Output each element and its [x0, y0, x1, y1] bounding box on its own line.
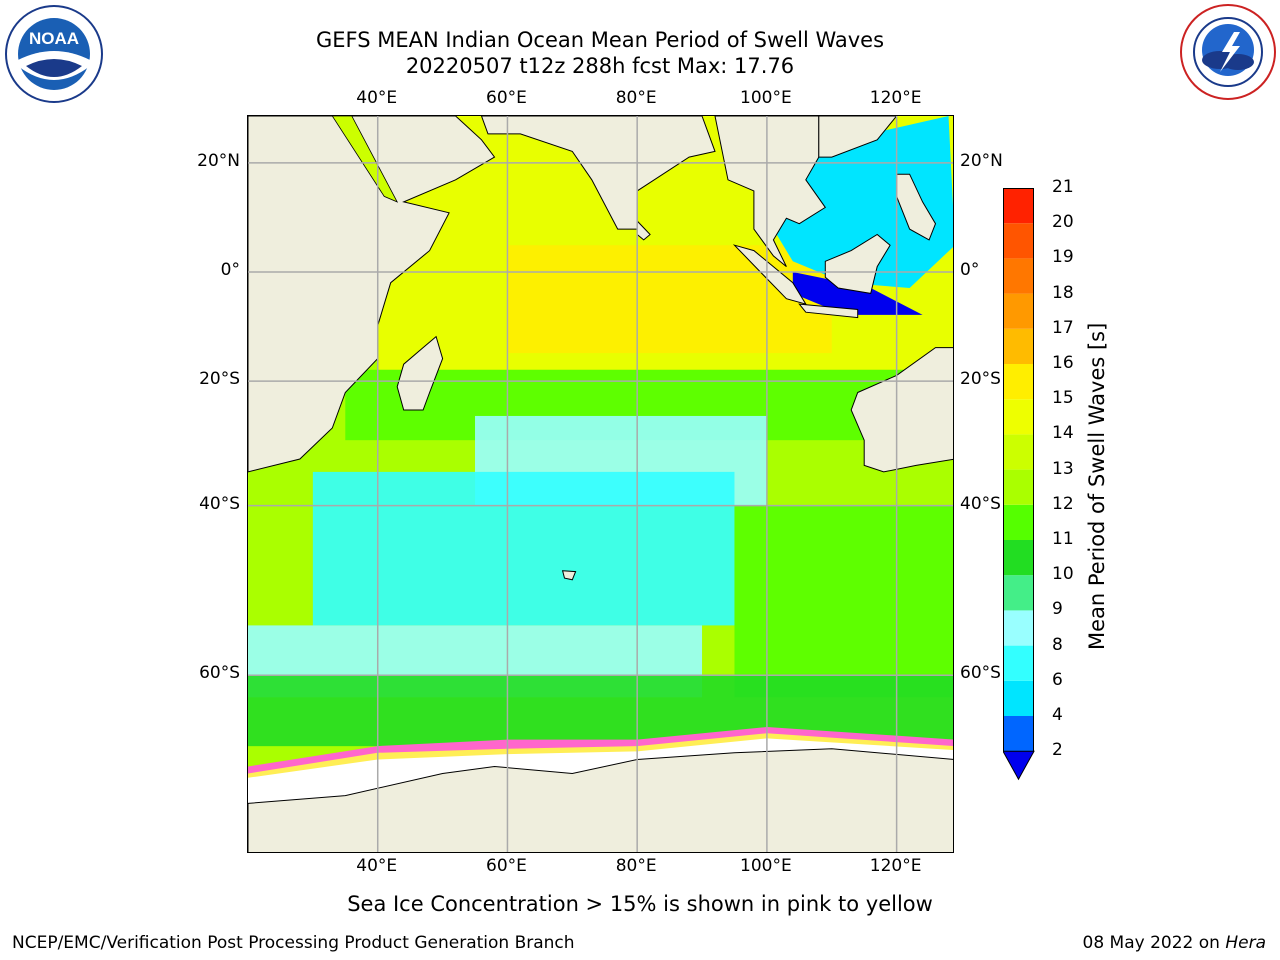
colorbar-level-18: 18 [1052, 282, 1074, 303]
colorbar-segment-2 [1003, 645, 1034, 681]
lon-tick-bottom-0: 40°E [356, 856, 398, 876]
colorbar-level-4: 4 [1052, 705, 1063, 725]
colorbar-level-20: 20 [1052, 212, 1074, 233]
lon-tick-bottom-4: 120°E [869, 856, 922, 876]
kerguelen-island [561, 570, 577, 581]
map-title: GEFS MEAN Indian Ocean Mean Period of Sw… [315, 28, 885, 52]
colorbar-segment-6 [1003, 504, 1034, 540]
footer-credit: NCEP/EMC/Verification Post Processing Pr… [12, 933, 575, 953]
lon-tick-bottom-2: 80°E [615, 856, 657, 876]
swell-band-6 [734, 505, 953, 698]
map-subtitle: 20220507 t12z 288h fcst Max: 17.76 [405, 54, 795, 78]
colorbar-under-arrow [1002, 750, 1035, 781]
colorbar [1002, 188, 1043, 792]
swell-band-4 [312, 471, 735, 626]
noaa-logo-text: NOAA [29, 29, 79, 48]
africa-landmass [248, 116, 496, 473]
colorbar-level-19: 19 [1052, 247, 1074, 268]
colorbar-segment-9 [1003, 399, 1034, 435]
colorbar-segment-15 [1003, 188, 1034, 224]
borneo [824, 233, 891, 294]
lat-tick-left-0: 20°N [197, 150, 240, 171]
colorbar-segment-12 [1003, 293, 1034, 329]
colorbar-segment-14 [1003, 223, 1034, 259]
colorbar-level-14: 14 [1052, 423, 1074, 444]
colorbar-title: Mean Period of Swell Waves [s] [1085, 322, 1109, 650]
lat-tick-left-1: 0° [220, 259, 240, 280]
lat-tick-right-0: 20°N [960, 150, 1003, 171]
colorbar-segment-4 [1003, 575, 1034, 611]
colorbar-level-17: 17 [1052, 317, 1074, 338]
lat-tick-left-3: 40°S [199, 493, 240, 514]
colorbar-segment-10 [1003, 364, 1034, 400]
colorbar-level-10: 10 [1052, 564, 1074, 585]
australia-landmass [850, 347, 953, 473]
colorbar-level-13: 13 [1052, 458, 1074, 479]
colorbar-segment-7 [1003, 469, 1034, 505]
india-landmass [480, 116, 716, 230]
lat-tick-left-4: 60°S [199, 663, 240, 684]
colorbar-level-9: 9 [1052, 599, 1063, 620]
lon-tick-top-0: 40°E [356, 88, 398, 108]
colorbar-segment-8 [1003, 434, 1034, 470]
swell-period-map [248, 116, 953, 852]
footer-date: 08 May 2022 on Hera [1083, 933, 1267, 953]
java [798, 303, 859, 319]
sea-ice-note: Sea Ice Concentration > 15% is shown in … [347, 892, 933, 916]
lat-tick-right-3: 40°S [960, 493, 1001, 514]
colorbar-level-15: 15 [1052, 388, 1074, 409]
china-landmass [818, 116, 898, 158]
colorbar-level-6: 6 [1052, 669, 1063, 690]
java-sea-field [792, 272, 923, 315]
lon-tick-top-2: 80°E [615, 88, 657, 108]
southeast-asia-landmass [714, 116, 827, 267]
colorbar-segment-11 [1003, 328, 1034, 364]
antarctica-landmass [248, 748, 953, 852]
noaa-logo: NOAA [4, 4, 104, 104]
colorbar-level-8: 8 [1052, 634, 1063, 655]
map-panel [247, 115, 954, 853]
lat-tick-right-2: 20°S [960, 369, 1001, 390]
colorbar-level-16: 16 [1052, 353, 1074, 373]
colorbar-segment-5 [1003, 540, 1034, 576]
lon-tick-bottom-1: 60°E [486, 856, 527, 876]
red-sea [331, 116, 399, 203]
lon-tick-bottom-3: 100°E [740, 856, 792, 876]
colorbar-level-12: 12 [1052, 493, 1074, 514]
footer-date-text: 08 May 2022 on [1082, 933, 1220, 953]
colorbar-segment-0 [1003, 716, 1034, 752]
colorbar-level-11: 11 [1052, 529, 1074, 549]
colorbar-segment-13 [1003, 258, 1034, 294]
colorbar-segment-3 [1003, 610, 1034, 646]
colorbar-level-21: 21 [1052, 177, 1074, 197]
madagascar [396, 335, 444, 411]
lon-tick-top-3: 100°E [740, 88, 792, 108]
colorbar-level-2: 2 [1052, 740, 1063, 761]
philippines [896, 173, 937, 241]
footer-host: Hera [1225, 933, 1266, 953]
lat-tick-right-1: 0° [960, 259, 980, 280]
lon-tick-top-4: 120°E [869, 88, 922, 108]
colorbar-segment-1 [1003, 680, 1034, 716]
nws-logo [1178, 2, 1278, 102]
swell-band-1 [507, 245, 832, 354]
lat-tick-right-4: 60°S [960, 663, 1001, 684]
lat-tick-left-2: 20°S [199, 369, 240, 390]
lon-tick-top-1: 60°E [486, 88, 527, 108]
